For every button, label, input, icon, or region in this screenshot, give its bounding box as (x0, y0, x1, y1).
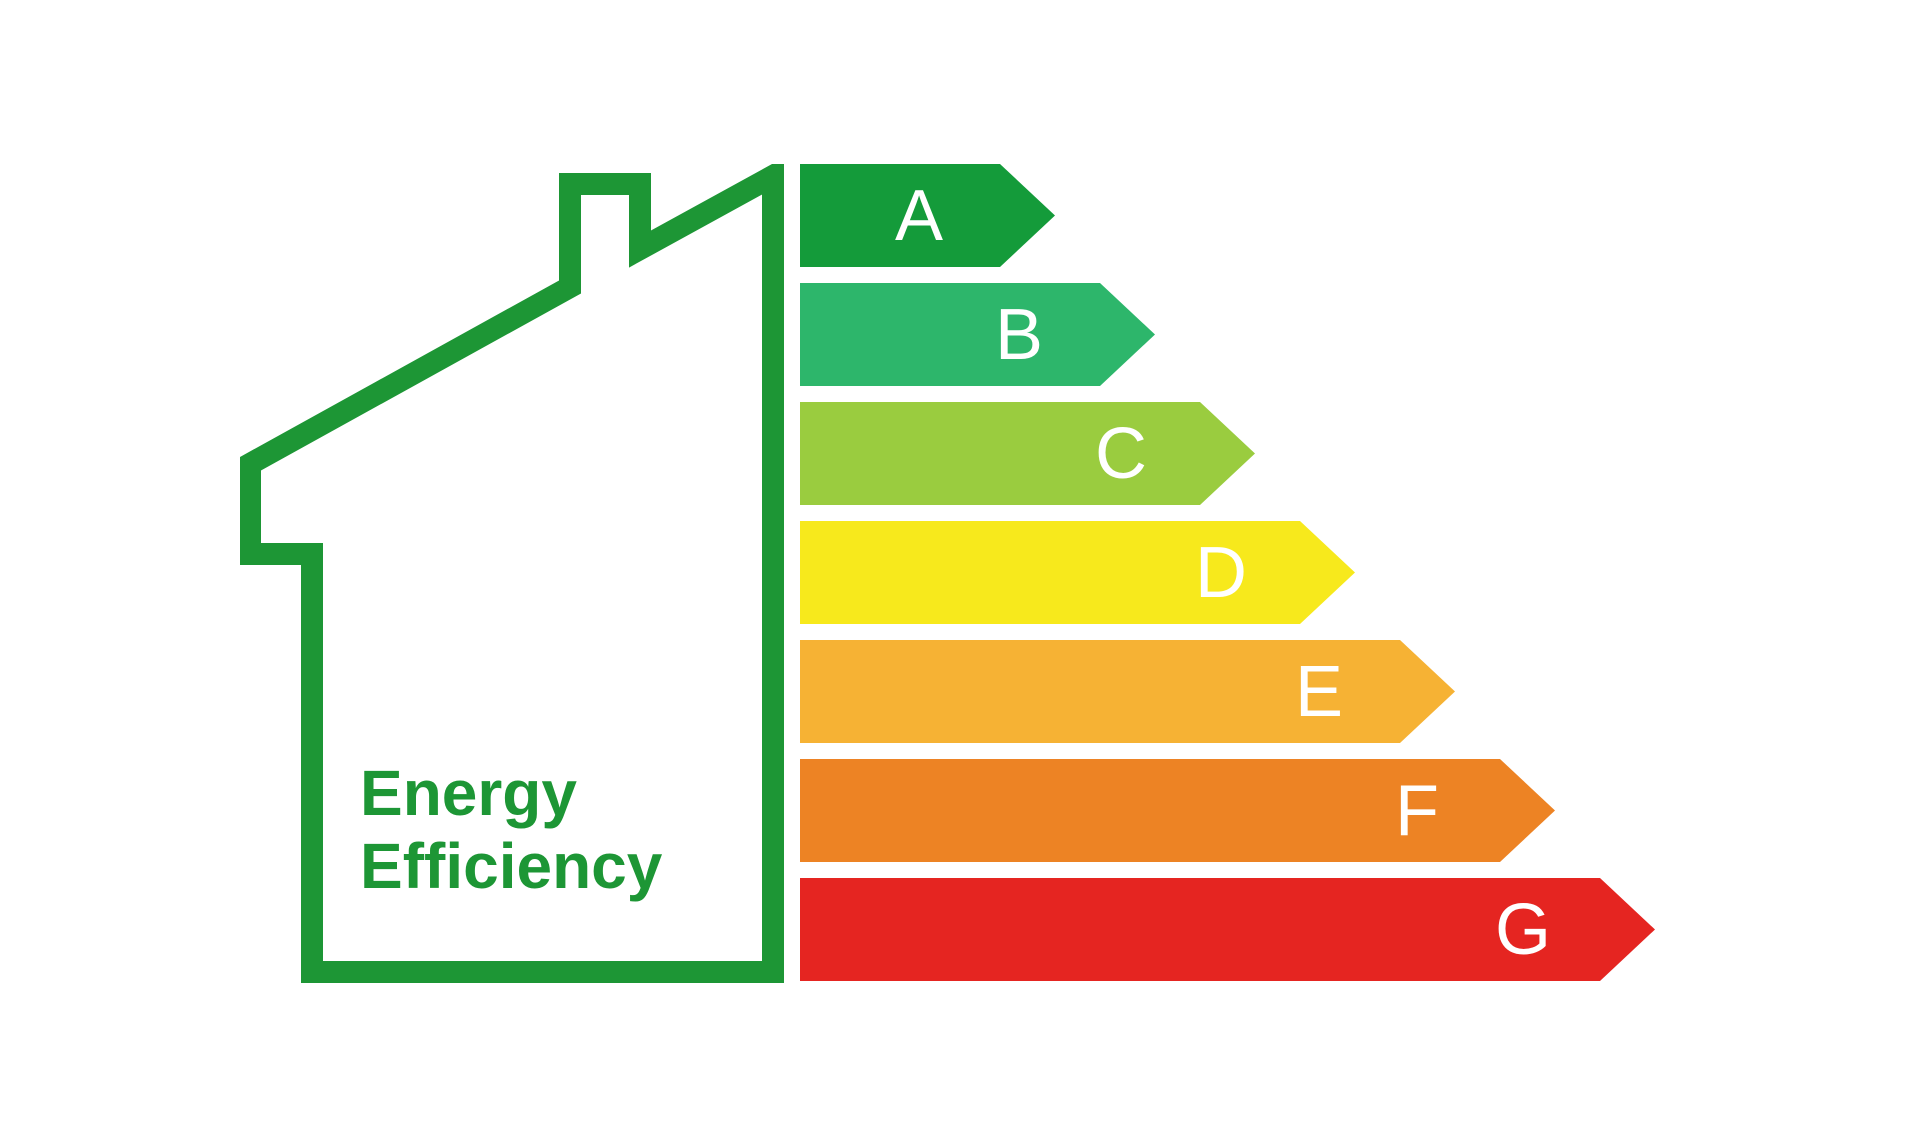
rating-bar-e: E (800, 640, 1455, 743)
house-label-line1: Energy (360, 757, 662, 831)
rating-bar-label: F (1395, 770, 1439, 852)
rating-bar-g: G (800, 878, 1655, 981)
energy-efficiency-diagram: Energy Efficiency ABCDEFG (240, 164, 1680, 984)
house-label-line2: Efficiency (360, 830, 662, 904)
rating-bar-label: B (995, 294, 1043, 376)
rating-bar-label: E (1295, 651, 1343, 733)
rating-bar-label: A (895, 175, 943, 257)
rating-bar-shape (800, 283, 1155, 386)
rating-bar-shape (800, 640, 1455, 743)
rating-bar-b: B (800, 283, 1155, 386)
rating-bar-c: C (800, 402, 1255, 505)
rating-bar-d: D (800, 521, 1355, 624)
house-label: Energy Efficiency (360, 757, 662, 904)
rating-bars: ABCDEFG (800, 164, 1680, 984)
rating-bar-label: D (1195, 532, 1247, 614)
rating-bar-shape (800, 521, 1355, 624)
rating-bar-shape (800, 759, 1555, 862)
rating-bar-shape (800, 402, 1255, 505)
rating-bar-f: F (800, 759, 1555, 862)
rating-bar-a: A (800, 164, 1055, 267)
rating-bar-label: C (1095, 413, 1147, 495)
house-panel: Energy Efficiency (240, 164, 785, 984)
rating-bar-label: G (1495, 889, 1551, 971)
